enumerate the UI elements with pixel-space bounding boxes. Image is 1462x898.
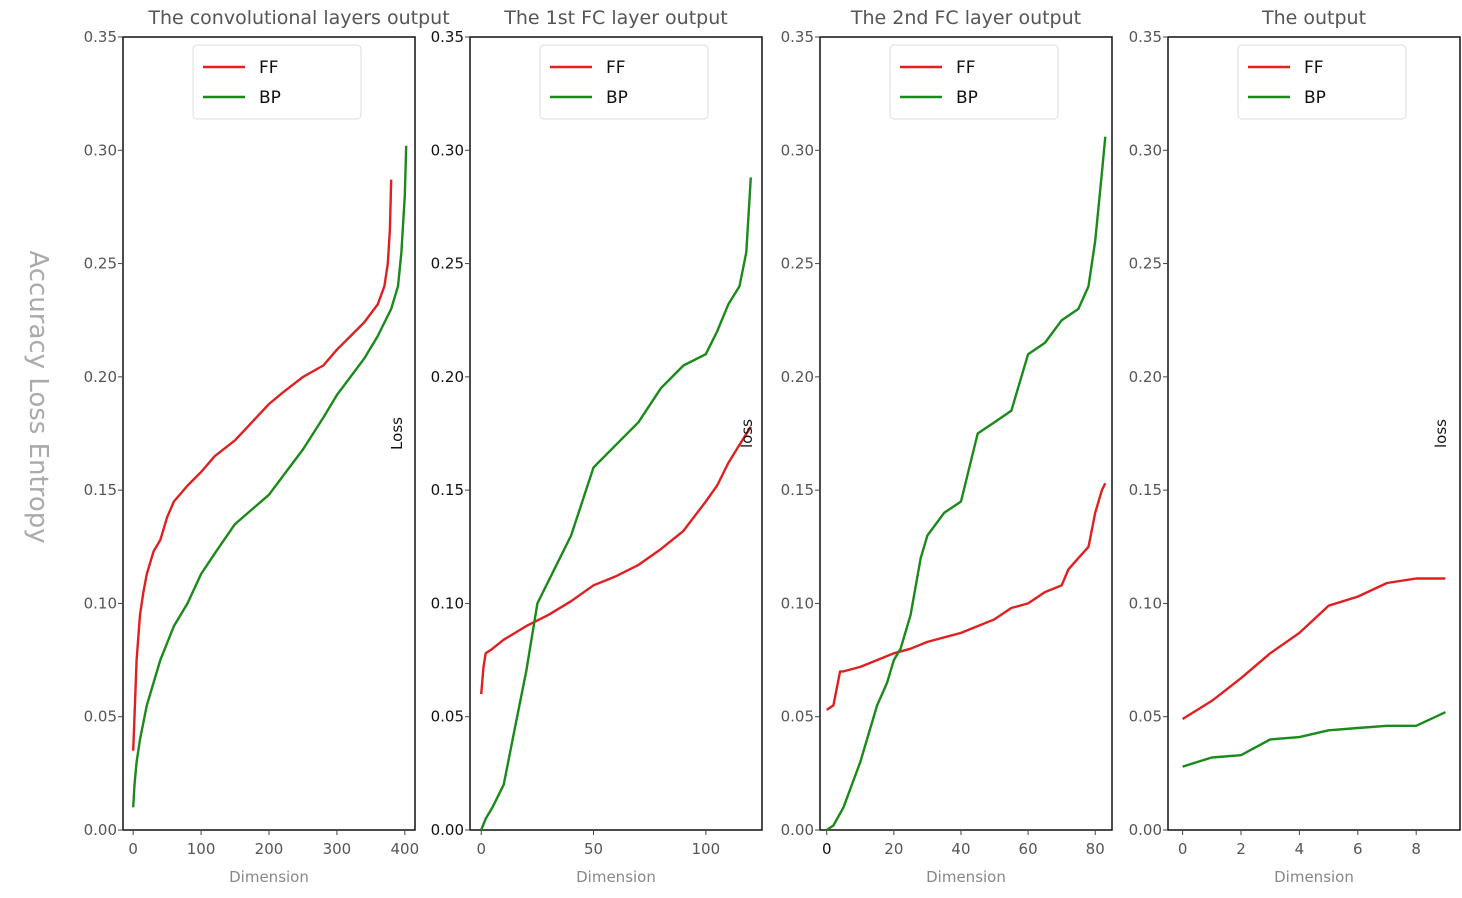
y-tick-label: 0.20 [431,368,464,386]
series-line-ff [1181,577,1446,721]
y-axis-label: loss [738,419,756,448]
y-tick-label: 0.10 [431,594,464,612]
y-tick-label: 0.30 [781,141,814,159]
x-axis-label: Dimension [1274,868,1354,886]
y-tick-label: 0.35 [84,28,117,46]
y-tick-label: 0.20 [1129,368,1162,386]
x-axis-label: Dimension [229,868,309,886]
y-tick-label: 0.00 [84,821,117,839]
y-tick-label: 0.10 [84,594,117,612]
legend-label-bp: BP [606,88,628,108]
y-tick-label: 0.25 [781,255,814,273]
y-tick-label: 0.20 [781,368,814,386]
legend-label-bp: BP [1304,88,1326,108]
y-tick-label: 0.25 [1129,255,1162,273]
legend: FF BP [192,44,362,120]
x-tick-label: 100 [187,840,216,858]
x-tick-label: 4 [1295,840,1305,858]
plot-frame [819,36,1113,831]
figure-ylabel: Accuracy Loss Entropy [23,250,53,543]
x-axis-label: Dimension [926,868,1006,886]
plot-frame [1167,36,1461,831]
chart-panel-3: The 2nd FC layer output 0.00 0.05 0.10 0.15 0… [738,7,1113,886]
legend: FF BP [889,44,1059,120]
y-tick-label: 0.00 [1129,821,1162,839]
y-tick-label: 0.35 [781,28,814,46]
y-tick-label: 0.30 [1129,141,1162,159]
y-tick-label: 0.10 [781,594,814,612]
x-tick-label: 8 [1411,840,1421,858]
chart-title: The 1st FC layer output [503,7,727,29]
y-tick-label: 0.00 [781,821,814,839]
x-tick-label: 50 [584,840,603,858]
y-tick-label: 0.30 [431,141,464,159]
chart-panel-2: The 1st FC layer output 0.00 0.05 0.10 0.15 0… [388,7,763,886]
legend-label-ff: FF [606,58,626,78]
series-line-bp [1182,711,1446,768]
legend-label-bp: BP [259,88,281,108]
y-tick-label: 0.15 [84,481,117,499]
legend-box [192,44,362,120]
y-tick-label: 0.15 [781,481,814,499]
y-tick-label: 0.05 [781,708,814,726]
panels: The convolutional layers output 0.00 0.05 0… [84,7,1461,886]
legend-box [539,44,709,120]
x-tick-label: 80 [1086,840,1105,858]
x-tick-label: 40 [951,840,970,858]
y-tick-label: 0.10 [1129,594,1162,612]
series-line-ff [132,179,393,751]
y-tick-label: 0.05 [84,708,117,726]
legend: FF BP [539,44,709,120]
plot-frame [122,36,416,831]
x-tick-label: 200 [255,840,284,858]
y-axis-label: Loss [388,417,406,450]
legend-label-ff: FF [1304,58,1324,78]
series-line-bp [132,145,408,808]
x-tick-label: 100 [692,840,721,858]
y-axis-label: loss [1432,419,1450,448]
y-tick-label: 0.35 [1129,28,1162,46]
legend-label-bp: BP [956,88,978,108]
series-line-bp [480,177,752,831]
legend-label-ff: FF [259,58,279,78]
legend-label-ff: FF [956,58,976,78]
y-tick-label: 0.05 [431,708,464,726]
series-line-bp [826,136,1107,831]
y-tick-label: 0.20 [84,368,117,386]
legend: FF BP [1237,44,1407,120]
y-tick-label: 0.35 [431,28,464,46]
chart-panel-1: The convolutional layers output 0.00 0.05 0… [84,7,450,886]
y-tick-label: 0.05 [1129,708,1162,726]
x-tick-label: 0 [128,840,138,858]
x-tick-label: 2 [1236,840,1246,858]
y-tick-label: 0.00 [431,821,464,839]
x-tick-label: 6 [1353,840,1363,858]
x-tick-label: 300 [323,840,352,858]
legend-box [1237,44,1407,120]
x-tick-label: 400 [390,840,419,858]
x-tick-label: 0 [822,840,832,858]
series-line-ff [826,482,1107,711]
plot-frame [469,36,763,831]
chart-title: The convolutional layers output [147,7,449,29]
x-tick-label: 0 [476,840,486,858]
y-tick-label: 0.30 [84,141,117,159]
y-tick-label: 0.15 [1129,481,1162,499]
x-tick-label: 60 [1019,840,1038,858]
x-tick-label: 0 [1178,840,1188,858]
x-axis-label: Dimension [576,868,656,886]
x-tick-label: 20 [884,840,903,858]
y-tick-label: 0.25 [431,255,464,273]
legend-box [889,44,1059,120]
chart-title: The output [1261,7,1366,29]
y-tick-label: 0.25 [84,255,117,273]
y-tick-label: 0.15 [431,481,464,499]
chart-panel-4: The output 0.00 0.05 0.10 0.15 0.20 0.25 0.30 0.… [1129,7,1461,886]
chart-title: The 2nd FC layer output [850,7,1081,29]
series-line-ff [480,426,752,695]
